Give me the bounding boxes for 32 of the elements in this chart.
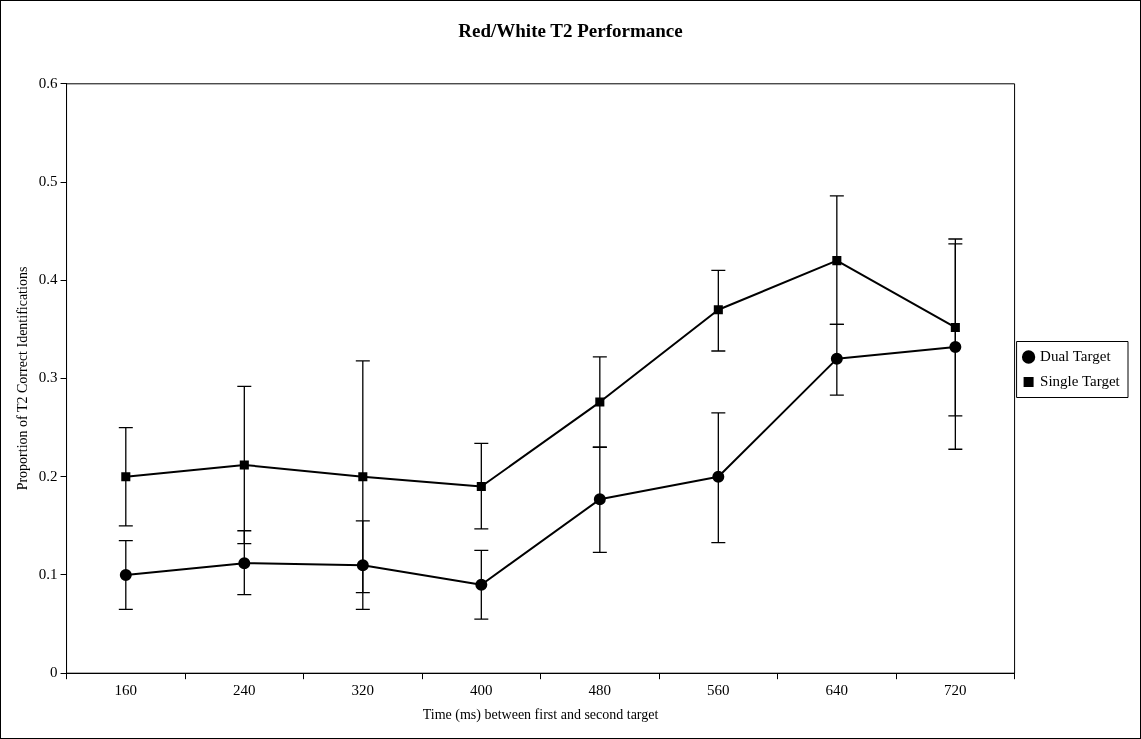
point [121, 472, 131, 482]
x-tick-label: 400 [470, 682, 493, 699]
x-tick-label: 160 [114, 682, 138, 699]
point [239, 460, 249, 470]
y-tick-label: 0.2 [38, 467, 58, 484]
y-tick-label: 0.6 [38, 74, 59, 91]
point [595, 397, 605, 407]
y-tick-label: 0.4 [38, 271, 59, 288]
x-tick-label: 720 [944, 682, 967, 699]
x-tick-label: 640 [825, 682, 849, 699]
point [949, 341, 962, 354]
chart-title: Red/White T2 Performance [458, 20, 683, 42]
x-tick-label: 480 [588, 682, 612, 699]
y-tick-label: 0.5 [38, 172, 58, 189]
x-tick-label: 240 [233, 682, 256, 699]
y-tick-label: 0.1 [38, 565, 58, 582]
point [476, 482, 486, 492]
x-tick-label: 320 [351, 682, 375, 699]
point [830, 352, 843, 365]
x-axis-title: Time (ms) between first and second target [422, 707, 659, 724]
point [832, 256, 842, 266]
y-tick-label: 0.3 [38, 369, 58, 386]
point [356, 559, 369, 572]
point [358, 472, 368, 482]
y-tick-label: 0 [50, 664, 58, 681]
legend-label: Dual Target [1040, 347, 1112, 364]
legend-label: Single Target [1040, 372, 1121, 389]
y-axis-title: Proportion of T2 Correct Identifications [15, 266, 31, 491]
point [950, 322, 960, 332]
point [713, 305, 723, 315]
point [119, 568, 132, 581]
x-tick-label: 560 [707, 682, 730, 699]
